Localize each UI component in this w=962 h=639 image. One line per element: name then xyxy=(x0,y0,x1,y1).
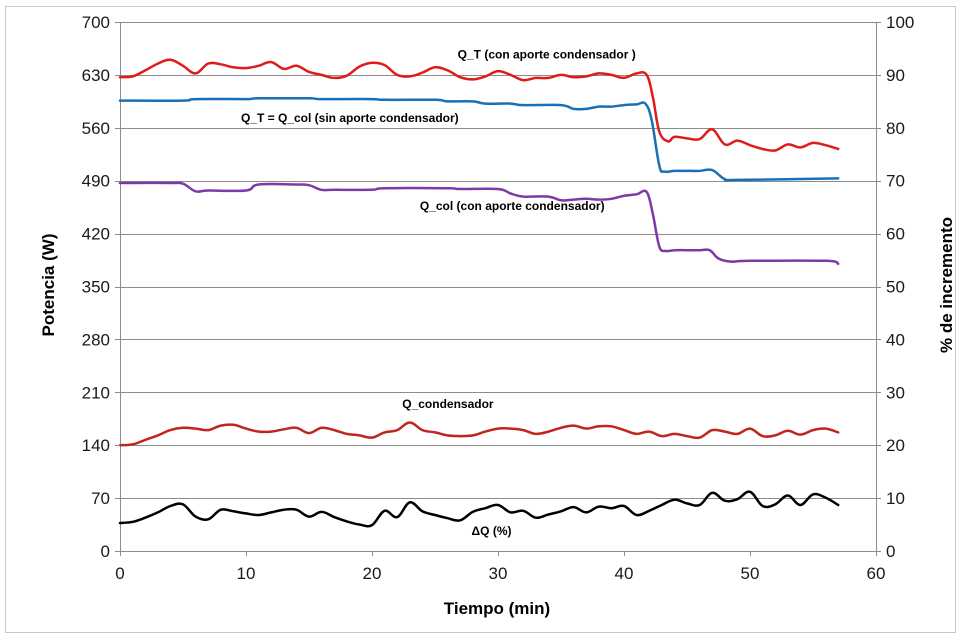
x-tick-label: 60 xyxy=(867,564,886,583)
y-axis-title: Potencia (W) xyxy=(39,234,58,337)
ticks-layer: 0701402102803504204905606307000102030405… xyxy=(82,13,915,583)
y2-tick-label: 40 xyxy=(886,330,905,349)
x-tick-label: 40 xyxy=(615,564,634,583)
annotation-layer: Q_T (con aporte condensador ) Q_T = Q_col… xyxy=(241,47,636,538)
series-line-1 xyxy=(118,58,840,152)
y2-tick-label: 30 xyxy=(886,383,905,402)
y-tick-label: 490 xyxy=(82,172,110,191)
y2-tick-label: 10 xyxy=(886,489,905,508)
x-tick-label: 0 xyxy=(115,564,124,583)
series-layer xyxy=(118,58,840,528)
y-tick-label: 420 xyxy=(82,225,110,244)
series-line-4 xyxy=(118,421,840,447)
series-annotation-1: Q_T (con aporte condensador ) xyxy=(458,47,636,61)
y-tick-label: 70 xyxy=(91,489,110,508)
y-tick-label: 140 xyxy=(82,436,110,455)
chart-frame xyxy=(5,6,956,633)
y2-tick-label: 20 xyxy=(886,436,905,455)
series-line-3 xyxy=(118,181,840,266)
y2-tick-label: 80 xyxy=(886,119,905,138)
y-tick-label: 350 xyxy=(82,278,110,297)
x-tick-label: 10 xyxy=(237,564,256,583)
series-annotation-2: Q_T = Q_col (sin aporte condensador) xyxy=(241,111,459,125)
series-line-2 xyxy=(118,96,840,182)
y-tick-label: 630 xyxy=(82,66,110,85)
y2-tick-label: 90 xyxy=(886,66,905,85)
x-axis-title: Tiempo (min) xyxy=(444,599,550,618)
y-tick-label: 210 xyxy=(82,383,110,402)
y-tick-label: 560 xyxy=(82,119,110,138)
y2-tick-label: 50 xyxy=(886,278,905,297)
y2-tick-label: 70 xyxy=(886,172,905,191)
y2-tick-label: 60 xyxy=(886,225,905,244)
y2-axis-title: % de incremento xyxy=(937,217,956,353)
y-tick-label: 700 xyxy=(82,13,110,32)
series-line-5 xyxy=(118,490,840,528)
series-annotation-3: Q_col (con aporte condensador) xyxy=(420,199,605,213)
x-tick-label: 30 xyxy=(489,564,508,583)
series-annotation-4: Q_condensador xyxy=(402,397,494,411)
x-tick-label: 20 xyxy=(363,564,382,583)
y2-tick-label: 0 xyxy=(886,542,895,561)
x-tick-label: 50 xyxy=(741,564,760,583)
y-tick-label: 0 xyxy=(101,542,110,561)
y2-tick-label: 100 xyxy=(886,13,914,32)
series-annotation-5: ΔQ (%) xyxy=(472,524,512,538)
y-tick-label: 280 xyxy=(82,330,110,349)
